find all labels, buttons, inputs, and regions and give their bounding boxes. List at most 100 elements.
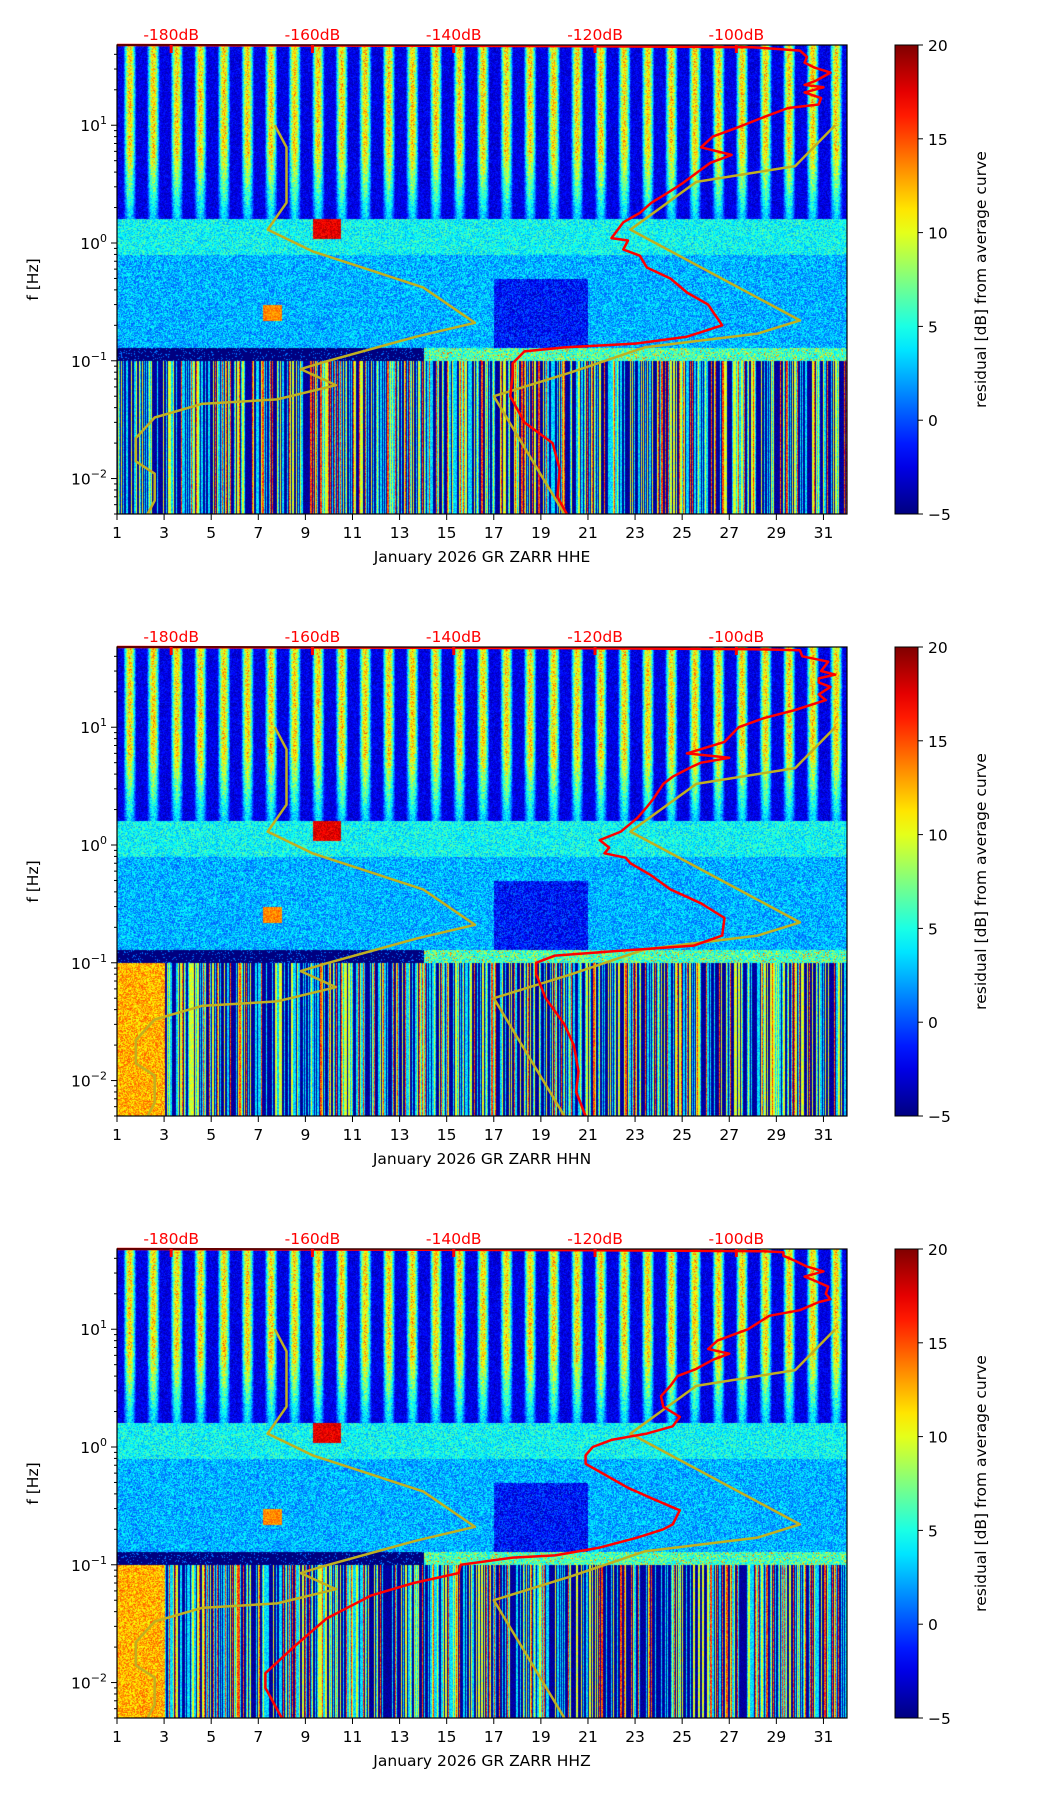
spectrogram-panel-2: -180dB -160dB -140dB -120dB -100dB 1 3 5 7 9 11 13 1…: [0, 0, 1052, 1168]
y-tick-label: 10−2: [71, 1070, 107, 1091]
x-tick-label: 7: [253, 1126, 263, 1144]
x-tick-label: 31: [814, 1126, 834, 1144]
x-tick-label: 5: [206, 1126, 216, 1144]
y-tick-label: 10−2: [71, 1672, 107, 1693]
x-tick-label: 1: [112, 524, 122, 542]
x-tick-label: 11: [343, 524, 363, 542]
plot-frame: [116, 646, 848, 1117]
x-tick-label: 5: [206, 1728, 216, 1746]
colorbar: [894, 44, 919, 515]
x-tick-label: 9: [300, 524, 310, 542]
average-psd-curve: [116, 645, 837, 1117]
db-tick-label: -160dB: [285, 628, 341, 646]
x-tick-label: 25: [672, 1728, 692, 1746]
x-tick-label: 25: [672, 1126, 692, 1144]
x-tick-label: 23: [625, 524, 645, 542]
x-tick-label: 17: [484, 1728, 504, 1746]
x-tick-label: 21: [578, 1126, 598, 1144]
high-noise-model-right: [492, 124, 837, 515]
colorbar-tick-label: 5: [928, 318, 938, 336]
x-tick-label: 15: [437, 524, 457, 542]
colorbar-tick-label: −5: [928, 1710, 951, 1728]
y-axis-label: f [Hz]: [24, 860, 42, 902]
colorbar-tick-label: 10: [928, 1429, 948, 1447]
colorbar-tick-label: 0: [928, 1014, 938, 1032]
db-tick-label: -120dB: [567, 628, 623, 646]
colorbar-tick-label: 20: [928, 639, 948, 657]
x-axis-label: January 2026 GR ZARR HHZ: [372, 1752, 590, 1770]
colorbar-tick-label: 5: [928, 920, 938, 938]
colorbar-tick-label: 20: [928, 1241, 948, 1259]
db-tick-label: -120dB: [567, 1230, 623, 1248]
y-tick-label: 10−2: [71, 468, 107, 489]
colorbar: [894, 646, 919, 1117]
db-tick-label: -180dB: [143, 1230, 199, 1248]
colorbar-tick-label: 10: [928, 225, 948, 243]
colorbar-tick-label: 5: [928, 1522, 938, 1540]
plot-frame: [116, 44, 848, 515]
y-tick-label: 101: [80, 716, 107, 737]
x-tick-label: 27: [719, 524, 739, 542]
x-tick-label: 21: [578, 524, 598, 542]
db-tick-label: -100dB: [708, 1230, 764, 1248]
y-axis-label: f [Hz]: [24, 258, 42, 300]
y-tick-label: 100: [80, 834, 107, 855]
colorbar-label: residual [dB] from average curve: [972, 753, 990, 1010]
y-tick-label: 101: [80, 1318, 107, 1339]
spectrogram-panel-1: -180dB -160dB -140dB -120dB -100dB 1 3 5 7 9 11 13 1…: [0, 0, 1052, 602]
x-tick-label: 7: [253, 1728, 263, 1746]
x-tick-label: 1: [112, 1728, 122, 1746]
x-tick-label: 19: [531, 1126, 551, 1144]
colorbar-tick-label: 20: [928, 37, 948, 55]
x-tick-label: 5: [206, 524, 216, 542]
x-tick-label: 19: [531, 1728, 551, 1746]
x-tick-label: 3: [159, 1728, 169, 1746]
x-tick-label: 27: [719, 1126, 739, 1144]
db-tick-label: -140dB: [426, 628, 482, 646]
x-tick-label: 23: [625, 1126, 645, 1144]
x-tick-label: 13: [390, 1728, 410, 1746]
high-noise-model-right: [492, 1328, 837, 1719]
x-tick-label: 13: [390, 524, 410, 542]
colorbar: [894, 1248, 919, 1719]
x-tick-label: 15: [437, 1126, 457, 1144]
x-tick-label: 17: [484, 1126, 504, 1144]
x-tick-label: 15: [437, 1728, 457, 1746]
colorbar-label: residual [dB] from average curve: [972, 1355, 990, 1612]
x-tick-label: 27: [719, 1728, 739, 1746]
x-tick-label: 3: [159, 1126, 169, 1144]
x-tick-label: 19: [531, 524, 551, 542]
db-tick-label: -120dB: [567, 26, 623, 44]
x-tick-label: 31: [814, 524, 834, 542]
y-tick-label: 10−1: [71, 1554, 107, 1575]
x-tick-label: 3: [159, 524, 169, 542]
x-tick-label: 1: [112, 1126, 122, 1144]
x-tick-label: 9: [300, 1728, 310, 1746]
db-tick-label: -140dB: [426, 26, 482, 44]
colorbar-tick-label: 0: [928, 1616, 938, 1634]
colorbar-tick-label: 0: [928, 412, 938, 430]
y-tick-label: 10−1: [71, 952, 107, 973]
colorbar-tick-label: 10: [928, 827, 948, 845]
db-tick-label: -140dB: [426, 1230, 482, 1248]
x-tick-label: 21: [578, 1728, 598, 1746]
db-tick-label: -160dB: [285, 1230, 341, 1248]
y-tick-label: 101: [80, 114, 107, 135]
average-psd-curve: [116, 43, 832, 515]
x-tick-label: 29: [766, 1126, 786, 1144]
average-psd-curve: [116, 1247, 832, 1719]
y-tick-label: 10−1: [71, 350, 107, 371]
x-axis-label: January 2026 GR ZARR HHN: [372, 1150, 591, 1168]
x-tick-label: 23: [625, 1728, 645, 1746]
x-axis-label: January 2026 GR ZARR HHE: [373, 548, 591, 566]
colorbar-tick-label: 15: [928, 131, 948, 149]
db-tick-label: -100dB: [708, 628, 764, 646]
colorbar-tick-label: 15: [928, 733, 948, 751]
x-tick-label: 9: [300, 1126, 310, 1144]
colorbar-tick-label: 15: [928, 1335, 948, 1353]
y-tick-label: 100: [80, 232, 107, 253]
db-tick-label: -100dB: [708, 26, 764, 44]
